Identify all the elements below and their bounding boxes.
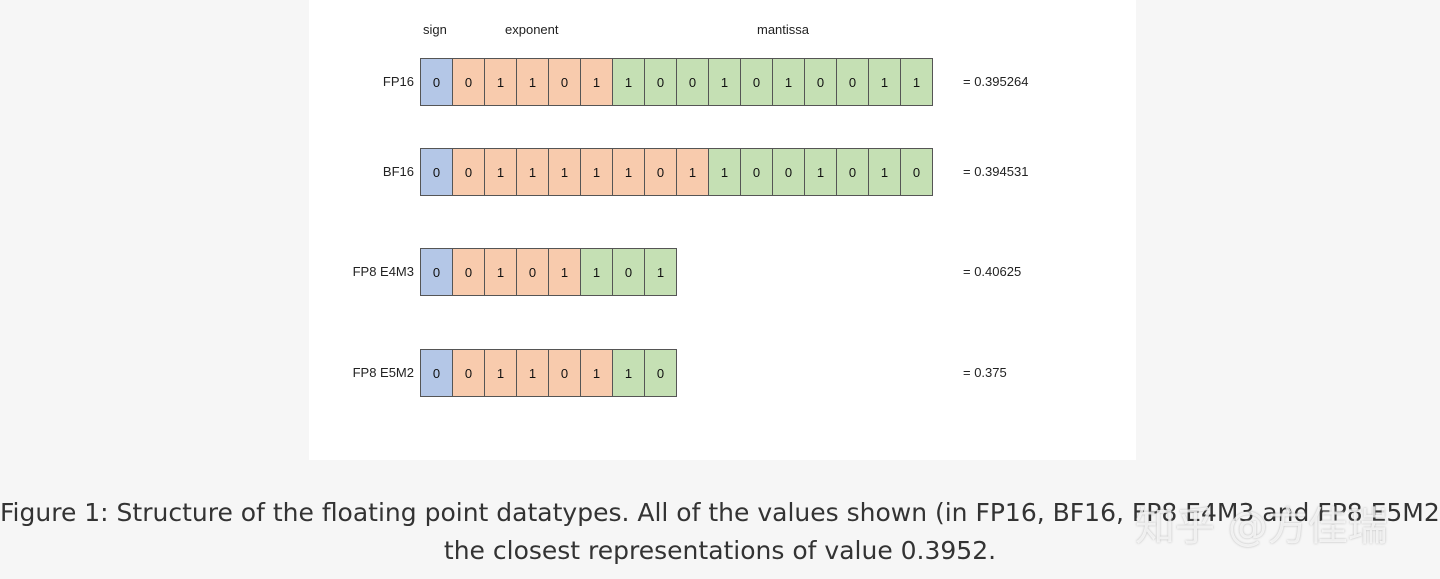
exponent-bit: 1 [548,248,581,296]
caption-line-2: the closest representations of value 0.3… [443,536,997,565]
exponent-bit: 1 [676,148,709,196]
mantissa-bit: 1 [612,349,645,397]
exponent-bit: 1 [580,58,613,106]
exponent-bit: 1 [580,148,613,196]
exponent-bit: 0 [452,248,485,296]
exponent-bit: 1 [580,349,613,397]
decoded-value: = 0.40625 [963,264,1022,279]
mantissa-bit: 0 [804,58,837,106]
mantissa-bit: 1 [612,58,645,106]
row-label-fp16: FP16 [382,74,414,89]
exponent-bit: 0 [452,58,485,106]
sign-header: sign [423,22,447,37]
mantissa-bit: 1 [804,148,837,196]
mantissa-bit: 0 [900,148,933,196]
exponent-bit: 1 [484,349,517,397]
mantissa-bit: 0 [644,58,677,106]
mantissa-bit: 0 [740,58,773,106]
exponent-bit: 1 [516,58,549,106]
caption-line-1: Figure 1: Structure of the floating poin… [0,498,1440,527]
row-label-fp8-e4m3: FP8 E4M3 [352,264,414,279]
mantissa-bit: 0 [612,248,645,296]
mantissa-bit: 1 [868,148,901,196]
mantissa-bit: 1 [900,58,933,106]
mantissa-bit: 1 [868,58,901,106]
decoded-value: = 0.375 [963,365,1007,380]
figure-caption: Figure 1: Structure of the floating poin… [0,494,1440,570]
sign-bit: 0 [420,248,453,296]
decoded-value: = 0.394531 [963,164,1029,179]
exponent-bit: 1 [516,349,549,397]
exponent-bit: 1 [516,148,549,196]
mantissa-bit: 0 [836,148,869,196]
exponent-bit: 0 [548,58,581,106]
exponent-bit: 0 [516,248,549,296]
mantissa-bit: 0 [740,148,773,196]
sign-bit: 0 [420,148,453,196]
mantissa-bit: 0 [772,148,805,196]
exponent-bit: 0 [452,148,485,196]
mantissa-header: mantissa [757,22,810,37]
exponent-bit: 1 [484,58,517,106]
mantissa-bit: 0 [836,58,869,106]
exponent-bit: 0 [548,349,581,397]
mantissa-bit: 1 [708,58,741,106]
decoded-value: = 0.395264 [963,74,1029,89]
mantissa-bit: 1 [580,248,613,296]
exponent-bit: 1 [612,148,645,196]
mantissa-bit: 1 [644,248,677,296]
mantissa-bit: 0 [644,349,677,397]
row-label-bf16: BF16 [382,164,414,179]
sign-bit: 0 [420,349,453,397]
exponent-bit: 0 [452,349,485,397]
row-label-fp8-e5m2: FP8 E5M2 [352,365,414,380]
mantissa-bit: 1 [708,148,741,196]
exponent-bit: 0 [644,148,677,196]
watermark: 知乎 @方佳瑞 [1135,504,1388,550]
sign-bit: 0 [420,58,453,106]
exponent-bit: 1 [548,148,581,196]
exponent-bit: 1 [484,148,517,196]
mantissa-bit: 1 [772,58,805,106]
exponent-bit: 1 [484,248,517,296]
exponent-header: exponent [505,22,559,37]
mantissa-bit: 0 [676,58,709,106]
